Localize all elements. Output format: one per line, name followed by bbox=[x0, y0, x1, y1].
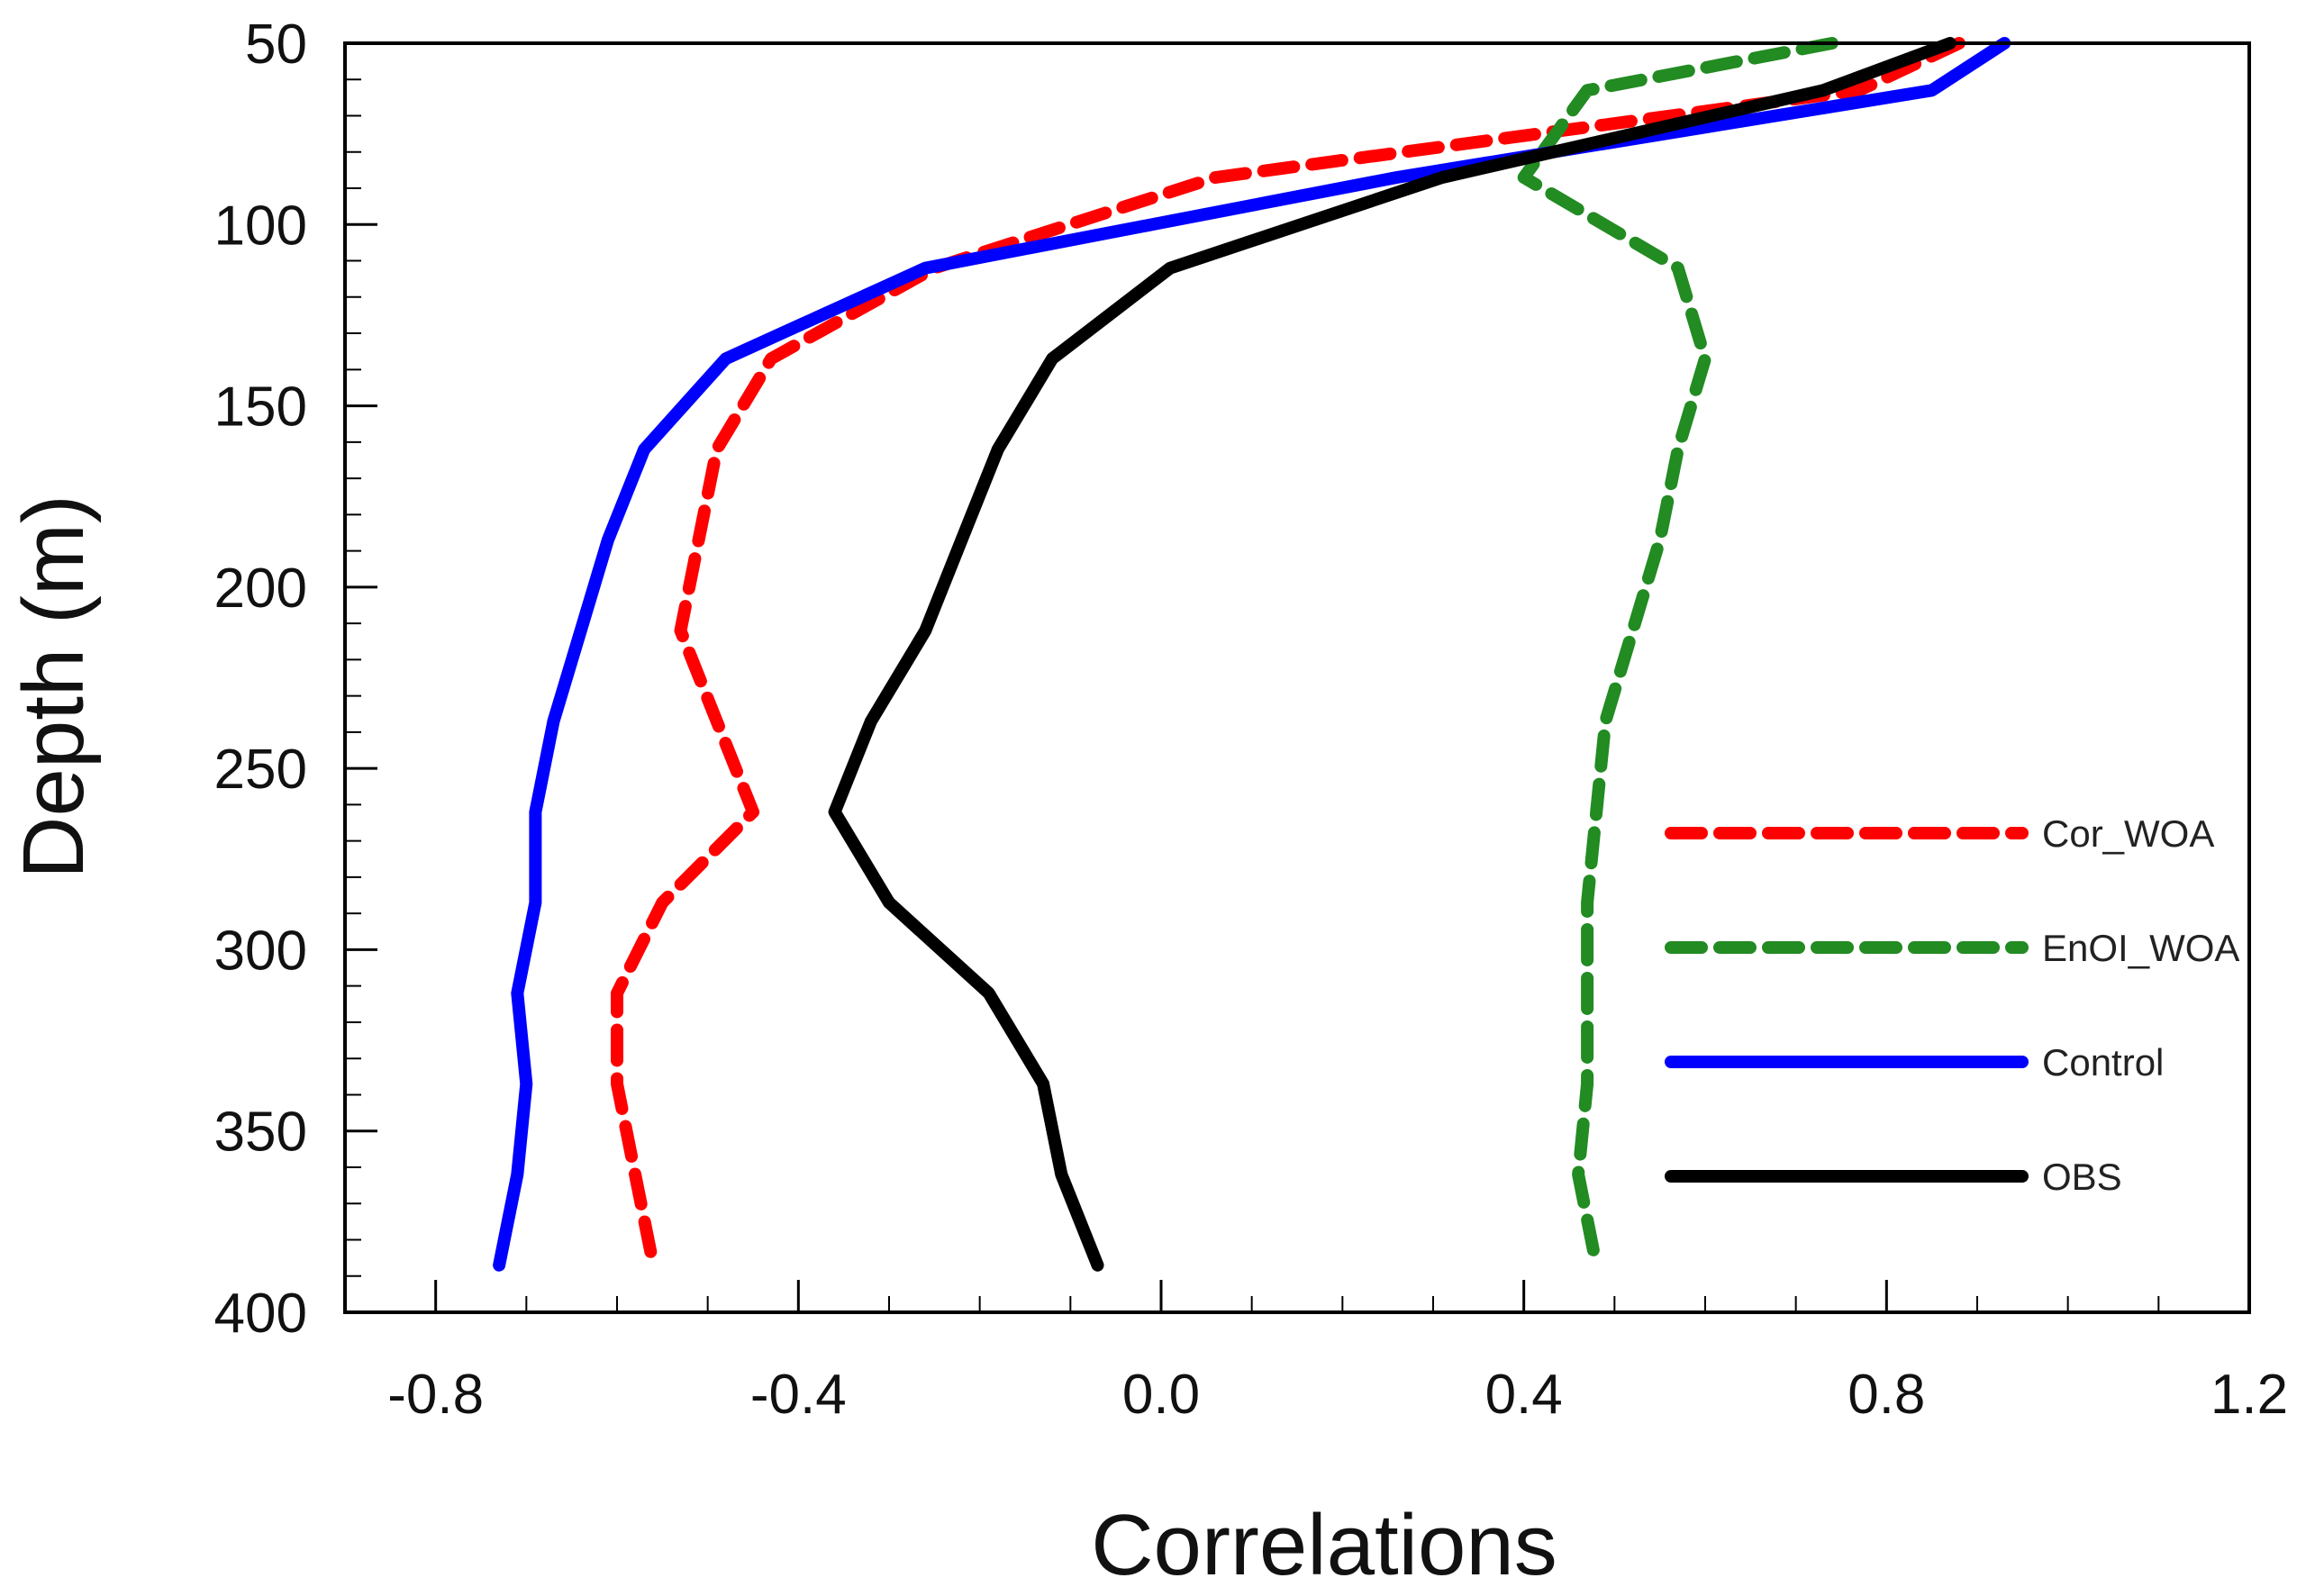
series-layer bbox=[493, 37, 2011, 1272]
y-tick-label: 300 bbox=[214, 920, 307, 982]
x-tick-label: 1.2 bbox=[2211, 1364, 2288, 1426]
y-tick-label: 400 bbox=[214, 1283, 307, 1345]
legend-label-obs: OBS bbox=[2042, 1156, 2122, 1198]
legend-label-cor_woa: Cor_WOA bbox=[2042, 812, 2214, 855]
x-tick-label: 0.4 bbox=[1485, 1364, 1563, 1426]
x-tick-label: -0.8 bbox=[387, 1364, 484, 1426]
series-line-enoi_woa bbox=[1517, 37, 1838, 1272]
y-tick-label: 350 bbox=[214, 1102, 307, 1164]
series-line-cor_woa bbox=[611, 37, 1966, 1272]
y-tick-labels: 50 100 150 200 250 300 350 400 bbox=[214, 14, 307, 1345]
y-axis-title: Depth (m) bbox=[5, 494, 102, 879]
legend: Cor_WOA EnOI_WOA Control OBS bbox=[1665, 812, 2239, 1198]
x-tick-label: 0.0 bbox=[1122, 1364, 1200, 1426]
x-tick-label: 0.8 bbox=[1848, 1364, 1925, 1426]
series-line-obs bbox=[828, 37, 1956, 1272]
legend-label-control: Control bbox=[2042, 1041, 2164, 1084]
y-tick-label: 200 bbox=[214, 558, 307, 620]
legend-label-enoi_woa: EnOI_WOA bbox=[2042, 927, 2239, 969]
y-tick-label: 150 bbox=[214, 376, 307, 439]
y-tick-label: 50 bbox=[245, 14, 307, 76]
x-tick-label: -0.4 bbox=[750, 1364, 847, 1426]
plot-frame bbox=[343, 41, 2251, 1314]
y-tick-label: 250 bbox=[214, 739, 307, 801]
x-tick-labels: -0.8 -0.4 0.0 0.4 0.8 1.2 bbox=[387, 1364, 2288, 1426]
series-line-control bbox=[493, 37, 2011, 1272]
y-tick-label: 100 bbox=[214, 195, 307, 257]
x-axis-title: Correlations bbox=[1091, 1497, 1557, 1593]
